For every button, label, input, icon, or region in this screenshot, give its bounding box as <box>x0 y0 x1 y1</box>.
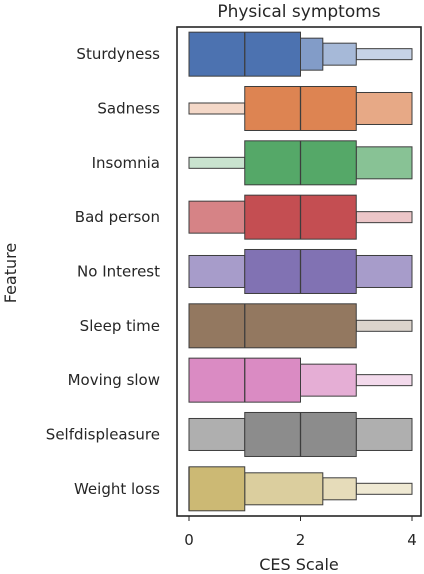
box-level <box>188 200 246 234</box>
box-level <box>188 156 246 169</box>
x-axis-label: CES Scale <box>259 555 339 574</box>
box-level <box>322 42 357 66</box>
box-level <box>188 102 246 115</box>
box-level <box>355 48 413 61</box>
box-level <box>322 477 357 501</box>
category-label: Bad person <box>75 208 160 226</box>
box-level <box>244 472 324 506</box>
category-label: Sleep time <box>80 317 160 335</box>
box-level <box>355 211 413 224</box>
boxen-bad-person <box>188 194 413 240</box>
x-tick-label: 4 <box>407 531 417 549</box>
chart-title: Physical symptoms <box>217 2 380 22</box>
box-level <box>355 91 413 125</box>
category-label: Insomnia <box>92 154 160 172</box>
category-label: Selfdispleasure <box>46 425 160 443</box>
category-label: Sadness <box>97 99 160 117</box>
category-label: Moving slow <box>68 371 160 389</box>
box-level <box>188 303 357 349</box>
plot-area <box>188 31 413 512</box>
box-level <box>188 254 246 288</box>
boxen-moving-slow <box>188 357 413 403</box>
box-level <box>355 482 413 495</box>
x-tick-label: 2 <box>296 531 306 549</box>
x-tick-label: 0 <box>184 531 194 549</box>
category-label: No Interest <box>77 262 160 280</box>
box-level <box>355 146 413 180</box>
boxen-sturdyness <box>188 31 413 77</box>
box-level <box>355 374 413 387</box>
boxen-insomnia <box>188 140 413 186</box>
box-level <box>300 37 324 71</box>
box-level <box>355 254 413 288</box>
boxen-sleep-time <box>188 303 413 349</box>
category-label: Sturdyness <box>76 45 160 63</box>
boxen-sadness <box>188 85 413 131</box>
box-level <box>300 363 357 397</box>
box-level <box>355 319 413 332</box>
category-label: Weight loss <box>74 480 160 498</box>
box-level <box>355 417 413 451</box>
box-level <box>188 466 246 512</box>
boxen-selfdispleasure <box>188 411 413 457</box>
plot-frame <box>176 26 422 517</box>
boxen-no-interest <box>188 248 413 294</box>
y-axis-label: Feature <box>1 243 20 303</box>
box-level <box>188 417 246 451</box>
boxen-weight-loss <box>188 466 413 512</box>
